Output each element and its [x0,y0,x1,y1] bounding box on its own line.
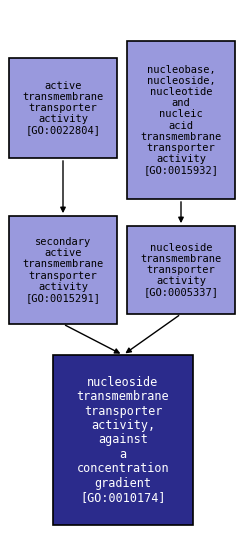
Text: secondary
active
transmembrane
transporter
activity
[GO:0015291]: secondary active transmembrane transport… [22,237,104,303]
Text: nucleoside
transmembrane
transporter
activity,
against
a
concentration
gradient
: nucleoside transmembrane transporter act… [77,376,169,504]
FancyBboxPatch shape [127,226,235,314]
Text: active
transmembrane
transporter
activity
[GO:0022804]: active transmembrane transporter activit… [22,80,104,136]
FancyBboxPatch shape [9,216,117,324]
Text: nucleoside
transmembrane
transporter
activity
[GO:0005337]: nucleoside transmembrane transporter act… [140,243,222,297]
Text: nucleobase,
nucleoside,
nucleotide
and
nucleic
acid
transmembrane
transporter
ac: nucleobase, nucleoside, nucleotide and n… [140,65,222,175]
FancyBboxPatch shape [53,355,193,525]
FancyBboxPatch shape [127,41,235,199]
FancyBboxPatch shape [9,58,117,158]
